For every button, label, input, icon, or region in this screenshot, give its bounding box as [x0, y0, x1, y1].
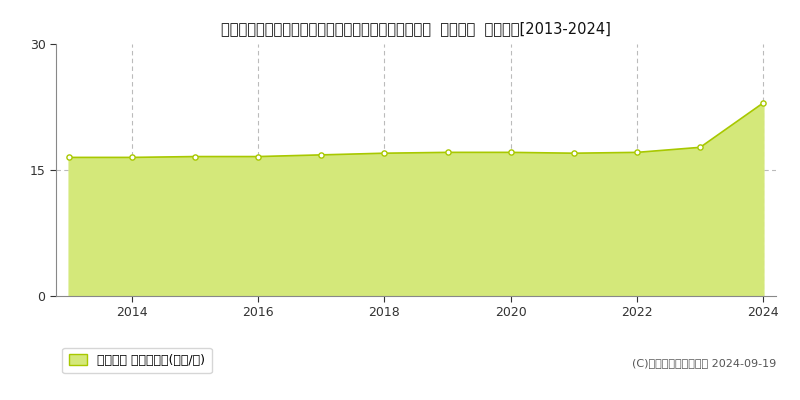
Point [694, 144, 706, 150]
Legend: 基準地価 平均坪単価(万円/坪): 基準地価 平均坪単価(万円/坪) [62, 348, 211, 373]
Point [189, 153, 202, 160]
Point [126, 154, 138, 160]
Point [757, 100, 770, 106]
Point [62, 154, 75, 160]
Text: (C)土地価格ドットコム 2024-09-19: (C)土地価格ドットコム 2024-09-19 [632, 358, 776, 368]
Title: 東京都西多摩郡瑞穂町大字二本木字東樽ノ口４２６番  基準地価  地価推移[2013-2024]: 東京都西多摩郡瑞穂町大字二本木字東樽ノ口４２６番 基準地価 地価推移[2013-… [221, 21, 611, 36]
Point [252, 153, 265, 160]
Point [630, 149, 643, 156]
Point [504, 149, 517, 156]
Point [378, 150, 391, 156]
Point [441, 149, 454, 156]
Point [315, 152, 328, 158]
Point [567, 150, 580, 156]
